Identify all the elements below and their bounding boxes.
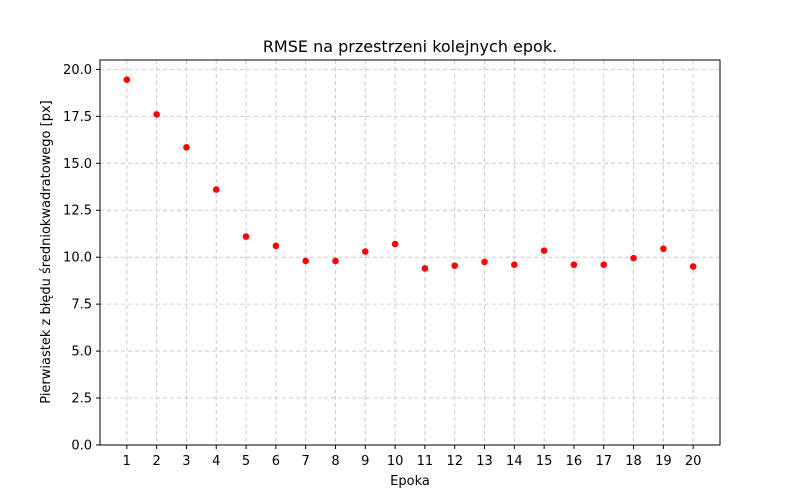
data-point xyxy=(451,262,459,269)
data-point xyxy=(183,144,190,151)
y-tick-label: 20.0 xyxy=(63,63,92,78)
x-tick-label: 19 xyxy=(655,454,672,469)
x-tick-label: 5 xyxy=(242,454,250,469)
x-tick-label: 10 xyxy=(387,454,404,469)
data-point xyxy=(332,257,339,265)
data-point xyxy=(511,261,518,269)
y-axis-label: Pierwiastek z błędu średniokwadratowego … xyxy=(39,100,54,403)
x-tick-label: 11 xyxy=(417,454,434,469)
data-point xyxy=(600,261,608,269)
plot-frame xyxy=(99,59,721,446)
data-point xyxy=(570,261,578,269)
x-tick-label: 16 xyxy=(566,454,583,469)
data-point xyxy=(540,247,548,254)
chart-title: RMSE na przestrzeni kolejnych epok. xyxy=(263,37,557,56)
x-tick-label: 3 xyxy=(182,454,190,469)
x-tick-label: 15 xyxy=(536,454,553,469)
y-tick-label: 7.5 xyxy=(71,298,92,313)
x-tick-label: 4 xyxy=(212,454,220,469)
data-point xyxy=(421,265,429,272)
x-tick-label: 2 xyxy=(152,454,160,469)
data-point xyxy=(123,76,131,84)
data-point xyxy=(302,257,309,265)
y-tick-label: 17.5 xyxy=(63,110,92,125)
y-tick-label: 12.5 xyxy=(63,204,92,219)
data-point xyxy=(630,254,637,262)
data-point xyxy=(361,248,369,255)
y-tick-label: 10.0 xyxy=(63,251,92,266)
x-tick-label: 1 xyxy=(123,454,131,469)
data-point xyxy=(481,258,488,266)
data-point xyxy=(272,242,280,250)
data-point xyxy=(212,186,220,193)
x-tick-label: 9 xyxy=(361,454,369,469)
x-tick-label: 7 xyxy=(302,454,310,469)
y-tick-label: 2.5 xyxy=(71,392,92,407)
x-tick-label: 14 xyxy=(506,454,523,469)
data-points xyxy=(123,76,697,272)
x-tick-label: 8 xyxy=(331,454,339,469)
x-tick-label: 20 xyxy=(685,454,702,469)
y-tick-label: 5.0 xyxy=(71,345,92,360)
x-tick-label: 12 xyxy=(446,454,463,469)
x-tick-label: 13 xyxy=(476,454,493,469)
y-tick-label: 15.0 xyxy=(63,157,92,172)
data-point xyxy=(153,111,160,118)
x-tick-label: 18 xyxy=(625,454,642,469)
data-point xyxy=(391,240,399,248)
x-axis-ticks: 1 2 3 4 5 6 7 8 9 10 11 12 13 14 15 16 17 18 19 20 xyxy=(123,445,702,469)
data-point xyxy=(660,245,667,253)
x-axis-label: Epoka xyxy=(390,474,430,489)
grid xyxy=(100,60,720,446)
y-tick-label: 0.0 xyxy=(71,439,92,454)
x-tick-label: 17 xyxy=(595,454,612,469)
y-axis-ticks: 0.0 2.5 5.0 7.5 10.0 12.5 15.0 17.5 20.0 xyxy=(63,63,100,454)
data-point xyxy=(689,263,697,270)
x-tick-label: 6 xyxy=(272,454,280,469)
data-point xyxy=(242,233,250,240)
